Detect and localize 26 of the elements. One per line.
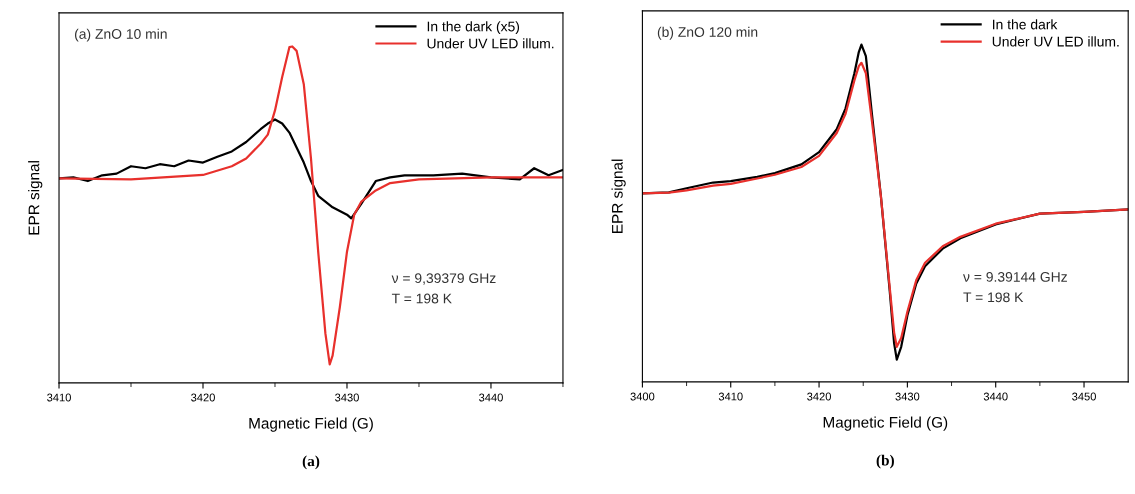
x-axis-title: Magnetic Field (G) [249, 417, 373, 432]
x-tick-label: 3420 [191, 393, 215, 402]
annotation: T = 198 K [391, 293, 452, 304]
y-axis-title: EPR signal [28, 161, 43, 235]
annotation: T = 198 K [963, 292, 1024, 303]
legend-label: In the dark (x5) [427, 21, 520, 35]
x-tick-label: 3410 [718, 392, 743, 401]
annotation: ν = 9,39379 GHz [391, 273, 496, 285]
x-tick-label: 3430 [895, 392, 920, 401]
annotation: ν = 9.39144 GHz [963, 272, 1067, 282]
x-axis-title: Magnetic Field (G) [823, 416, 948, 431]
legend-label: Under UV LED illum. [427, 38, 554, 49]
x-tick-label: 3440 [479, 393, 503, 402]
x-tick-label: 3400 [630, 392, 655, 401]
x-tick-label: 3450 [1072, 392, 1096, 401]
x-tick-label: 3430 [335, 393, 359, 402]
chart-title: (b) ZnO 120 min [657, 26, 758, 40]
legend-label: Under UV LED illum. [992, 36, 1119, 47]
x-tick-label: 3420 [807, 392, 831, 401]
text: (b) [876, 454, 894, 469]
x-tick-label: 3410 [47, 393, 71, 402]
chart-title: (a) ZnO 10 min [75, 28, 167, 42]
text: (a) [302, 455, 320, 470]
legend-label: In the dark [993, 19, 1058, 30]
x-tick-label: 3440 [983, 392, 1008, 401]
y-axis-title: EPR signal [611, 159, 626, 233]
